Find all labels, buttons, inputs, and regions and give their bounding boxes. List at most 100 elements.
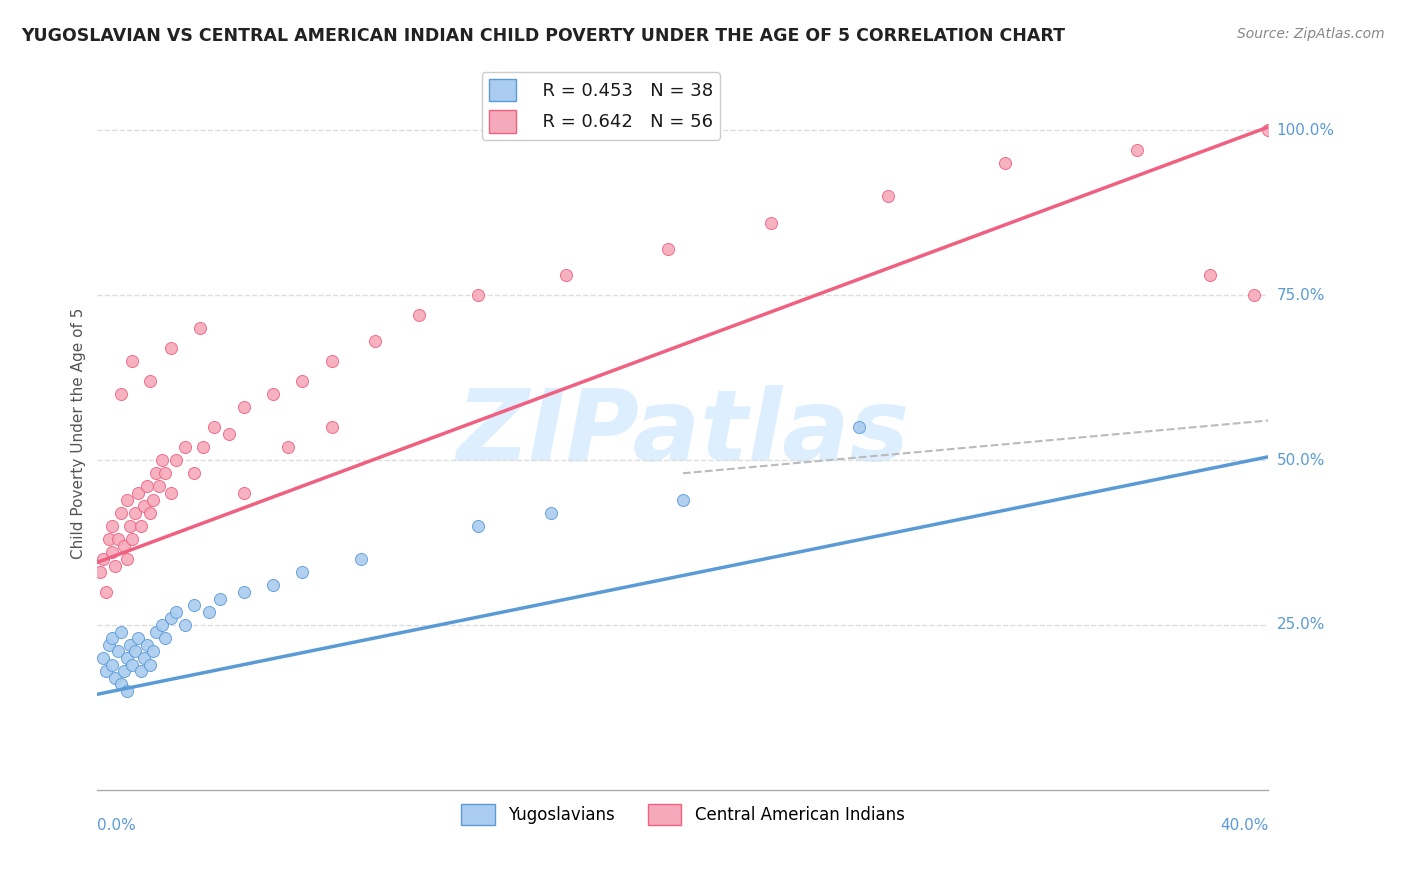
Point [232,401,254,415]
Text: 0.0%: 0.0% [97,819,136,833]
Point [136,479,159,493]
Point [159,486,181,500]
Point [876,189,898,203]
Text: 40.0%: 40.0% [1220,819,1268,833]
Point [174,440,197,454]
Point [129,519,152,533]
Point [104,671,127,685]
Point [91,651,114,665]
Point [150,453,173,467]
Point [142,492,165,507]
Point [165,453,187,467]
Point [145,467,167,481]
Point [467,288,489,302]
Point [110,677,132,691]
Point [153,467,176,481]
Point [759,216,782,230]
Point [145,624,167,639]
Point [129,664,152,678]
Point [540,506,562,520]
Point [118,519,141,533]
Point [139,657,162,672]
Point [364,334,387,349]
Point [159,341,181,355]
Point [121,533,143,547]
Point [1243,288,1265,302]
Point [277,440,299,454]
Point [101,519,124,533]
Point [153,631,176,645]
Text: Source: ZipAtlas.com: Source: ZipAtlas.com [1237,27,1385,41]
Text: ZIPatlas: ZIPatlas [457,385,910,483]
Point [98,533,121,547]
Point [148,479,170,493]
Point [408,308,430,322]
Point [134,651,156,665]
Point [110,387,132,401]
Point [142,644,165,658]
Point [174,618,197,632]
Point [124,506,146,520]
Point [262,387,284,401]
Point [136,638,159,652]
Point [139,374,162,388]
Y-axis label: Child Poverty Under the Age of 5: Child Poverty Under the Age of 5 [72,308,86,559]
Point [134,500,156,514]
Point [94,585,117,599]
Point [467,519,489,533]
Legend: Yugoslavians, Central American Indians: Yugoslavians, Central American Indians [454,797,911,831]
Point [1125,143,1147,157]
Point [218,426,240,441]
Point [115,684,138,698]
Point [554,268,576,283]
Text: YUGOSLAVIAN VS CENTRAL AMERICAN INDIAN CHILD POVERTY UNDER THE AGE OF 5 CORRELAT: YUGOSLAVIAN VS CENTRAL AMERICAN INDIAN C… [21,27,1066,45]
Text: 25.0%: 25.0% [1277,617,1324,632]
Point [848,420,870,434]
Point [232,486,254,500]
Point [107,533,129,547]
Point [1257,123,1279,137]
Text: 100.0%: 100.0% [1277,123,1334,137]
Point [188,321,211,335]
Point [121,657,143,672]
Point [115,651,138,665]
Point [124,644,146,658]
Point [91,552,114,566]
Point [191,440,214,454]
Point [994,156,1017,170]
Point [204,420,226,434]
Point [197,605,219,619]
Point [321,354,343,368]
Point [110,506,132,520]
Point [291,374,314,388]
Point [101,545,124,559]
Point [183,598,205,612]
Point [94,664,117,678]
Point [350,552,373,566]
Point [115,552,138,566]
Text: 50.0%: 50.0% [1277,452,1324,467]
Point [101,657,124,672]
Point [127,486,149,500]
Point [291,566,314,580]
Point [321,420,343,434]
Point [209,591,232,606]
Point [150,618,173,632]
Point [101,631,124,645]
Point [1199,268,1222,283]
Point [657,242,679,256]
Point [112,539,135,553]
Point [127,631,149,645]
Point [89,566,111,580]
Point [232,585,254,599]
Point [110,624,132,639]
Point [104,558,127,573]
Point [183,467,205,481]
Point [165,605,187,619]
Point [118,638,141,652]
Point [672,492,695,507]
Point [107,644,129,658]
Point [115,492,138,507]
Text: 75.0%: 75.0% [1277,287,1324,302]
Point [112,664,135,678]
